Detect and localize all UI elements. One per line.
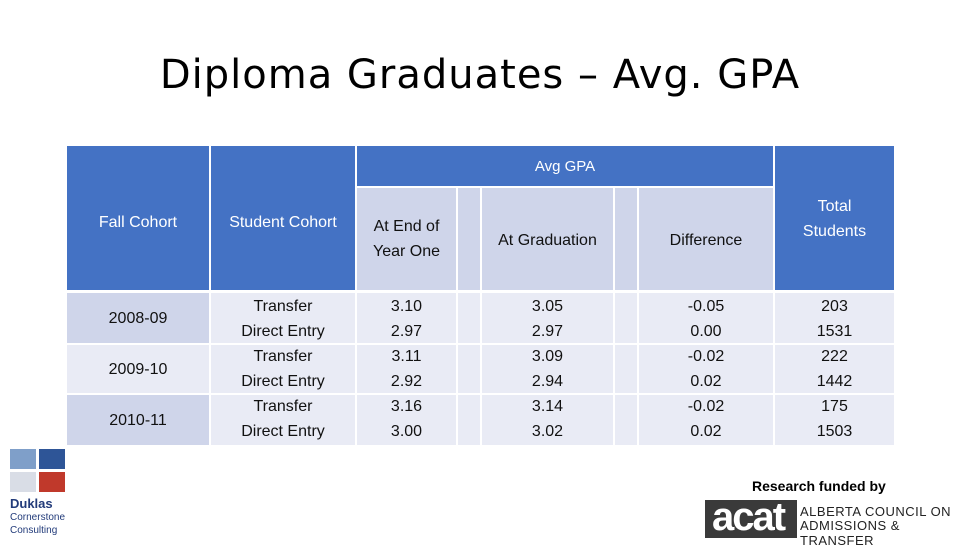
acat-wordmark: acat	[712, 495, 786, 539]
header-total-line1: Total	[817, 198, 852, 215]
end-year-one-column: 3.10 2.97 3.11 2.92 3.16 3.00	[357, 293, 456, 445]
student-cohort-row: Direct Entry	[241, 373, 325, 390]
at-graduation-value: 3.05	[531, 298, 564, 315]
student-cohort-row: Direct Entry	[241, 423, 325, 440]
cohort-2010-11: 2010-11	[67, 395, 209, 445]
difference-column: -0.05 0.00 -0.02 0.02 -0.02 0.02	[639, 293, 773, 445]
header-fall-cohort: Fall Cohort	[67, 186, 209, 290]
header-gap-2	[615, 188, 637, 290]
at-graduation-column: 3.05 2.97 3.09 2.94 3.14 3.02	[482, 293, 613, 445]
header-student-cohort: Student Cohort	[211, 186, 355, 290]
logo-tile	[39, 449, 65, 469]
body-gap-1	[458, 293, 480, 445]
at-graduation-value: 2.94	[531, 373, 564, 390]
logo-tile	[10, 449, 36, 469]
logo-tile	[10, 472, 36, 492]
header-gap-1	[458, 188, 480, 290]
total-students-value: 222	[821, 348, 848, 365]
header-fall-cohort-top	[67, 146, 209, 186]
slide-title: Diploma Graduates – Avg. GPA	[159, 52, 801, 98]
difference-value: -0.02	[687, 398, 725, 415]
header-end-year-one: At End of Year One	[357, 188, 456, 290]
header-student-cohort-top	[211, 146, 355, 186]
at-graduation-value: 3.09	[531, 348, 564, 365]
row-divider	[211, 393, 894, 395]
difference-value: 0.00	[690, 323, 722, 340]
student-cohort-row: Transfer	[253, 298, 313, 315]
end-year-one-value: 3.00	[390, 423, 423, 440]
header-total-students: Total Students	[775, 186, 894, 290]
total-students-value: 1531	[816, 323, 853, 340]
row-divider	[211, 343, 894, 345]
difference-value: -0.05	[687, 298, 725, 315]
end-year-one-value: 2.92	[390, 373, 423, 390]
body-gap-2	[615, 293, 637, 445]
header-end-year-one-line1: At End of	[373, 218, 440, 235]
duklas-line2: Cornerstone	[10, 512, 66, 523]
student-cohort-row: Transfer	[253, 398, 313, 415]
acat-line1: ALBERTA COUNCIL ON	[800, 504, 952, 519]
header-difference: Difference	[639, 188, 773, 290]
at-graduation-value: 2.97	[531, 323, 564, 340]
student-cohort-row: Transfer	[253, 348, 313, 365]
cohort-2009-10: 2009-10	[67, 345, 209, 393]
header-total-line2: Students	[802, 223, 867, 240]
avg-gpa-header: Avg GPA	[357, 146, 773, 186]
end-year-one-value: 3.16	[390, 398, 423, 415]
total-students-value: 1442	[816, 373, 853, 390]
acat-line2: ADMISSIONS & TRANSFER	[800, 518, 900, 548]
student-cohort-row: Direct Entry	[241, 323, 325, 340]
duklas-name: Duklas	[10, 496, 53, 511]
difference-value: -0.02	[687, 348, 725, 365]
total-students-value: 203	[821, 298, 848, 315]
end-year-one-value: 2.97	[390, 323, 423, 340]
at-graduation-value: 3.14	[531, 398, 564, 415]
duklas-line3: Consulting	[10, 525, 58, 536]
acat-mark-block	[705, 500, 797, 538]
difference-value: 0.02	[690, 423, 722, 440]
cohort-2008-09: 2008-09	[67, 293, 209, 343]
at-graduation-value: 3.02	[531, 423, 564, 440]
funded-by-text: Research funded by	[752, 478, 886, 494]
header-at-graduation: At Graduation	[482, 188, 613, 290]
total-students-value: 175	[821, 398, 848, 415]
student-cohort-column: Transfer Direct Entry Transfer Direct En…	[211, 293, 355, 445]
header-total-top	[775, 146, 894, 186]
end-year-one-value: 3.11	[391, 348, 422, 365]
total-students-column: 203 1531 222 1442 175 1503	[775, 293, 894, 445]
end-year-one-value: 3.10	[390, 298, 423, 315]
logo-tile	[39, 472, 65, 492]
total-students-value: 1503	[816, 423, 853, 440]
header-end-year-one-line2: Year One	[372, 243, 440, 260]
difference-value: 0.02	[690, 373, 722, 390]
